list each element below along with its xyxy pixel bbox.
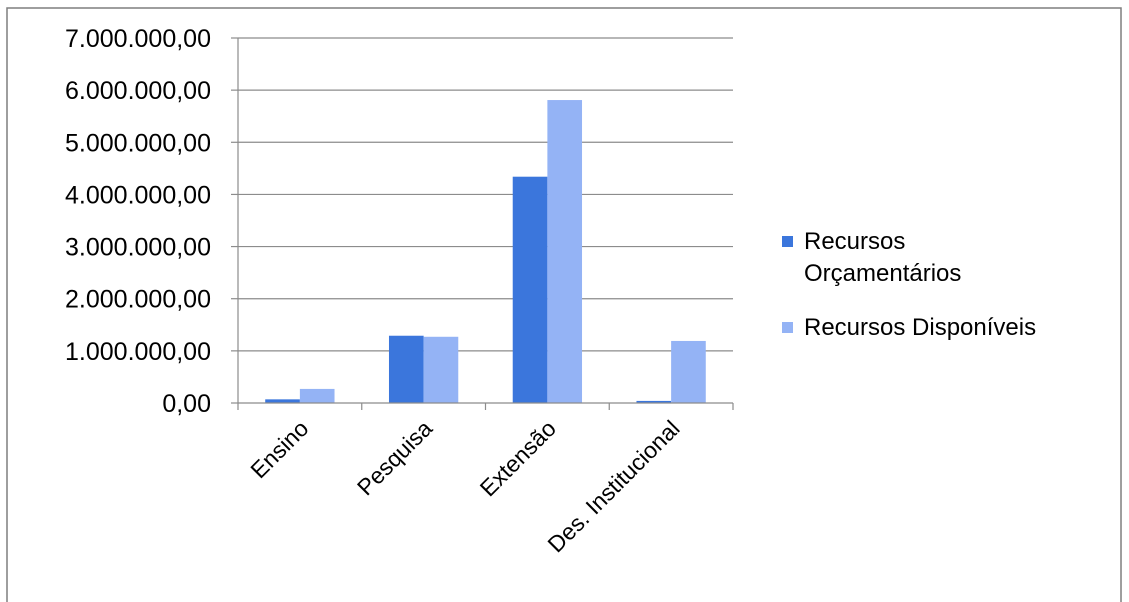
y-tick-label: 2.000.000,00	[65, 286, 211, 314]
y-tick-label: 4.000.000,00	[65, 181, 211, 209]
legend-entry: Recursos Orçamentários	[804, 228, 961, 287]
y-tick-label: 7.000.000,00	[65, 25, 211, 53]
legend-entry: Recursos Disponíveis	[804, 314, 1036, 341]
bar-recursos-orcamentarios	[388, 335, 424, 403]
bar-recursos-orcamentarios	[512, 176, 548, 403]
legend-label: Recursos	[804, 228, 905, 255]
gridlines	[238, 37, 733, 352]
y-tick-label: 1.000.000,00	[65, 338, 211, 366]
legend-label: Orçamentários	[804, 260, 961, 287]
bar-recursos-disponiveis	[423, 336, 459, 403]
legend-label: Recursos Disponíveis	[804, 314, 1036, 341]
bar-recursos-orcamentarios	[636, 400, 672, 403]
bar-recursos-orcamentarios	[265, 399, 300, 403]
y-tick-label: 6.000.000,00	[65, 77, 211, 105]
y-tick-label: 0,00	[162, 390, 211, 418]
bar-recursos-disponiveis	[547, 100, 583, 404]
bars	[265, 100, 706, 404]
y-tick-labels: 0,00 1.000.000,00 2.000.000,00 3.000.000,00…	[65, 25, 211, 418]
legend-swatch	[782, 236, 793, 247]
y-tick-label: 5.000.000,00	[65, 129, 211, 157]
y-tick-label: 3.000.000,00	[65, 234, 211, 262]
bar-recursos-disponiveis	[299, 388, 335, 403]
legend: Recursos Orçamentários Recursos Disponívei…	[782, 228, 1036, 341]
bar-recursos-disponiveis	[671, 340, 706, 403]
legend-swatch	[782, 322, 793, 333]
axes	[231, 37, 734, 410]
